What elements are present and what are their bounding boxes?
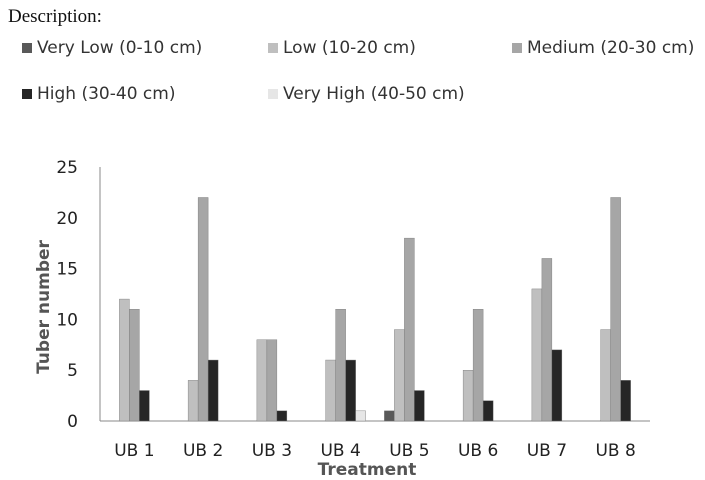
y-tick-label: 25 [56,158,78,178]
legend-swatch-very-high [268,89,278,99]
x-tick-label: UB 3 [252,441,292,461]
x-tick-label: UB 4 [320,441,360,461]
legend-item-very-low: Very Low (0-10 cm) [22,38,202,58]
y-tick-label: 5 [67,361,78,381]
bar [129,309,140,422]
legend-label-very-low: Very Low (0-10 cm) [37,38,203,58]
x-tick-label: UB 8 [595,441,635,461]
bar [384,410,395,422]
bar [482,400,494,422]
bar [187,380,199,422]
bar [345,359,356,422]
legend-item-high: High (30-40 cm) [22,84,175,104]
bar [197,197,209,422]
legend-swatch-medium [512,43,522,53]
bar [404,237,415,422]
bar [600,329,611,422]
legend-label-low: Low (10-20 cm) [283,38,416,58]
x-tick-label: UB 2 [183,441,223,461]
legend-item-low: Low (10-20 cm) [268,38,416,58]
bar [207,359,219,422]
x-axis-title: Treatment [318,460,417,480]
bar [610,197,621,422]
y-tick-label: 15 [56,260,78,280]
y-tick-label: 20 [56,209,78,229]
x-tick-label: UB 5 [389,441,429,461]
legend-swatch-very-low [22,43,32,53]
y-axis-title: Tuber number [34,239,54,373]
legend-swatch-low [268,43,278,53]
chart-legend: Very Low (0-10 cm) Low (10-20 cm) Medium… [0,0,705,120]
bar [462,370,474,422]
legend-label-medium: Medium (20-30 cm) [527,38,695,58]
bar [256,339,268,422]
bar [139,390,150,422]
legend-label-very-high: Very High (40-50 cm) [283,84,465,104]
bar [355,410,366,422]
legend-label-high: High (30-40 cm) [37,84,176,104]
bar [276,410,288,422]
x-tick-label: UB 6 [458,441,498,461]
y-tick-label: 0 [67,412,78,432]
bar [266,339,278,422]
description-label: Description: [8,6,102,27]
x-tick-label: UB 7 [527,441,567,461]
legend-swatch-high [22,89,32,99]
x-tick-label: UB 1 [114,441,154,461]
legend-item-medium: Medium (20-30 cm) [512,38,694,58]
bar [325,359,336,422]
bar [620,380,631,422]
y-tick-label: 10 [56,310,78,330]
bar [414,390,425,422]
bar [119,298,130,422]
bar [394,329,405,422]
bar [472,309,484,422]
bar [551,349,563,422]
bar [531,288,543,422]
bar [541,258,553,422]
legend-item-very-high: Very High (40-50 cm) [268,84,465,104]
bar [335,309,346,422]
